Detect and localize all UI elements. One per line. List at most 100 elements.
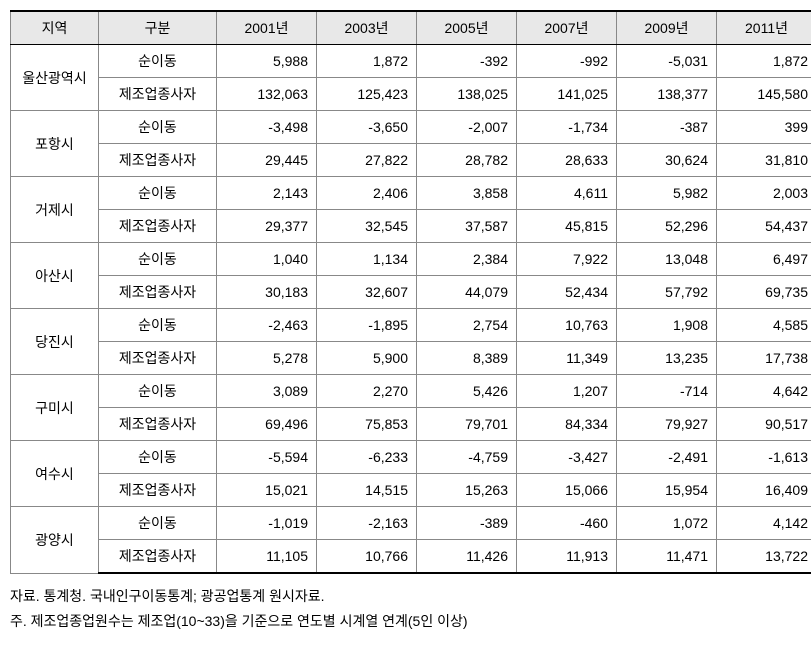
- value-cell: 1,872: [717, 45, 811, 78]
- value-cell: 11,471: [617, 540, 717, 574]
- value-cell: 13,722: [717, 540, 811, 574]
- value-cell: 1,872: [317, 45, 417, 78]
- value-cell: 29,377: [217, 210, 317, 243]
- value-cell: 2,270: [317, 375, 417, 408]
- value-cell: -6,233: [317, 441, 417, 474]
- table-row: 아산시순이동1,0401,1342,3847,92213,0486,497: [11, 243, 811, 276]
- header-year-2005: 2005년: [417, 11, 517, 45]
- value-cell: 15,021: [217, 474, 317, 507]
- value-cell: 10,766: [317, 540, 417, 574]
- value-cell: -1,613: [717, 441, 811, 474]
- category-cell: 순이동: [99, 177, 217, 210]
- value-cell: -392: [417, 45, 517, 78]
- value-cell: 5,988: [217, 45, 317, 78]
- value-cell: 11,426: [417, 540, 517, 574]
- data-table: 지역 구분 2001년 2003년 2005년 2007년 2009년 2011…: [10, 10, 811, 574]
- value-cell: 16,409: [717, 474, 811, 507]
- note-remark: 주. 제조업종업원수는 제조업(10~33)을 기준으로 연도별 시계열 연계(…: [10, 609, 801, 634]
- value-cell: -3,650: [317, 111, 417, 144]
- header-year-2009: 2009년: [617, 11, 717, 45]
- value-cell: 28,633: [517, 144, 617, 177]
- value-cell: 5,982: [617, 177, 717, 210]
- value-cell: 399: [717, 111, 811, 144]
- region-cell: 울산광역시: [11, 45, 99, 111]
- value-cell: 29,445: [217, 144, 317, 177]
- value-cell: 57,792: [617, 276, 717, 309]
- region-cell: 여수시: [11, 441, 99, 507]
- header-year-2001: 2001년: [217, 11, 317, 45]
- value-cell: 27,822: [317, 144, 417, 177]
- value-cell: -5,594: [217, 441, 317, 474]
- value-cell: -992: [517, 45, 617, 78]
- header-region: 지역: [11, 11, 99, 45]
- value-cell: 17,738: [717, 342, 811, 375]
- category-cell: 순이동: [99, 111, 217, 144]
- value-cell: 2,406: [317, 177, 417, 210]
- value-cell: 31,810: [717, 144, 811, 177]
- value-cell: 69,735: [717, 276, 811, 309]
- value-cell: 145,580: [717, 78, 811, 111]
- table-row: 울산광역시순이동5,9881,872-392-992-5,0311,872: [11, 45, 811, 78]
- value-cell: 6,497: [717, 243, 811, 276]
- region-cell: 포항시: [11, 111, 99, 177]
- table-row: 당진시순이동-2,463-1,8952,75410,7631,9084,585: [11, 309, 811, 342]
- table-row: 제조업종사자11,10510,76611,42611,91311,47113,7…: [11, 540, 811, 574]
- value-cell: 1,207: [517, 375, 617, 408]
- category-cell: 제조업종사자: [99, 342, 217, 375]
- table-row: 여수시순이동-5,594-6,233-4,759-3,427-2,491-1,6…: [11, 441, 811, 474]
- value-cell: 132,063: [217, 78, 317, 111]
- value-cell: 11,349: [517, 342, 617, 375]
- value-cell: 5,900: [317, 342, 417, 375]
- region-cell: 거제시: [11, 177, 99, 243]
- value-cell: -387: [617, 111, 717, 144]
- value-cell: 11,913: [517, 540, 617, 574]
- category-cell: 제조업종사자: [99, 474, 217, 507]
- value-cell: -389: [417, 507, 517, 540]
- value-cell: -2,163: [317, 507, 417, 540]
- value-cell: -2,007: [417, 111, 517, 144]
- value-cell: -460: [517, 507, 617, 540]
- header-category: 구분: [99, 11, 217, 45]
- value-cell: 2,384: [417, 243, 517, 276]
- value-cell: -3,427: [517, 441, 617, 474]
- category-cell: 제조업종사자: [99, 210, 217, 243]
- value-cell: 4,611: [517, 177, 617, 210]
- header-year-2003: 2003년: [317, 11, 417, 45]
- value-cell: 79,701: [417, 408, 517, 441]
- region-cell: 구미시: [11, 375, 99, 441]
- value-cell: 3,089: [217, 375, 317, 408]
- value-cell: 8,389: [417, 342, 517, 375]
- value-cell: -5,031: [617, 45, 717, 78]
- value-cell: 11,105: [217, 540, 317, 574]
- value-cell: 138,377: [617, 78, 717, 111]
- value-cell: 13,048: [617, 243, 717, 276]
- value-cell: -1,895: [317, 309, 417, 342]
- category-cell: 제조업종사자: [99, 144, 217, 177]
- table-row: 구미시순이동3,0892,2705,4261,207-7144,642: [11, 375, 811, 408]
- table-row: 제조업종사자132,063125,423138,025141,025138,37…: [11, 78, 811, 111]
- value-cell: 15,263: [417, 474, 517, 507]
- value-cell: 37,587: [417, 210, 517, 243]
- category-cell: 제조업종사자: [99, 540, 217, 574]
- value-cell: -714: [617, 375, 717, 408]
- value-cell: 2,003: [717, 177, 811, 210]
- value-cell: 54,437: [717, 210, 811, 243]
- category-cell: 순이동: [99, 243, 217, 276]
- category-cell: 순이동: [99, 45, 217, 78]
- value-cell: 14,515: [317, 474, 417, 507]
- value-cell: 10,763: [517, 309, 617, 342]
- value-cell: 4,142: [717, 507, 811, 540]
- table-row: 제조업종사자15,02114,51515,26315,06615,95416,4…: [11, 474, 811, 507]
- value-cell: 44,079: [417, 276, 517, 309]
- value-cell: 52,296: [617, 210, 717, 243]
- value-cell: 45,815: [517, 210, 617, 243]
- value-cell: -1,019: [217, 507, 317, 540]
- value-cell: 3,858: [417, 177, 517, 210]
- value-cell: 13,235: [617, 342, 717, 375]
- value-cell: 52,434: [517, 276, 617, 309]
- value-cell: 1,072: [617, 507, 717, 540]
- table-row: 제조업종사자29,37732,54537,58745,81552,29654,4…: [11, 210, 811, 243]
- table-row: 제조업종사자69,49675,85379,70184,33479,92790,5…: [11, 408, 811, 441]
- value-cell: -3,498: [217, 111, 317, 144]
- value-cell: -1,734: [517, 111, 617, 144]
